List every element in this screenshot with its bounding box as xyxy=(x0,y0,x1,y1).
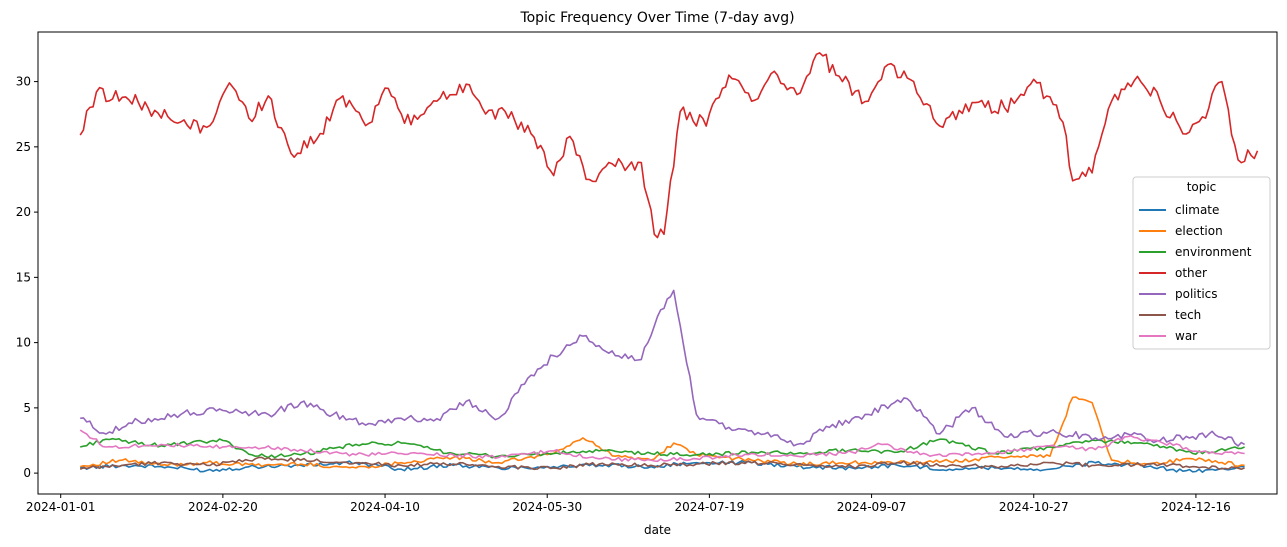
legend-box xyxy=(1132,176,1271,350)
x-tick-label: 2024-05-30 xyxy=(512,500,582,514)
series-line-election xyxy=(80,396,1245,469)
legend-label-war: war xyxy=(1175,329,1197,343)
series-line-politics xyxy=(80,289,1245,447)
x-tick-label: 2024-07-19 xyxy=(675,500,745,514)
legend-label-environment: environment xyxy=(1175,245,1252,259)
y-tick-label: 20 xyxy=(16,205,31,219)
series-line-tech xyxy=(79,456,1245,471)
x-tick-label: 2024-02-20 xyxy=(188,500,258,514)
y-axis: 0 5 10 15 20 25 30 xyxy=(16,75,38,480)
x-tick-label: 2024-01-01 xyxy=(26,500,96,514)
plot-area xyxy=(37,31,1278,495)
y-tick-label: 25 xyxy=(16,140,31,154)
series-line-other xyxy=(79,52,1259,239)
x-tick-label: 2024-12-16 xyxy=(1161,500,1231,514)
x-tick-label: 2024-09-07 xyxy=(837,500,907,514)
series-lines xyxy=(79,52,1259,473)
chart-title: Topic Frequency Over Time (7-day avg) xyxy=(519,10,794,26)
legend: topic climate election environment other pol… xyxy=(1132,176,1271,350)
legend-label-tech: tech xyxy=(1175,308,1201,322)
series-line-climate xyxy=(79,459,1245,473)
legend-label-other: other xyxy=(1175,266,1207,280)
y-tick-label: 30 xyxy=(16,75,31,89)
y-tick-label: 5 xyxy=(23,401,31,415)
legend-items: climate election environment other politics t… xyxy=(1139,203,1252,343)
x-tick-label: 2024-04-10 xyxy=(350,500,420,514)
y-tick-label: 0 xyxy=(23,466,31,480)
series-line-war xyxy=(79,429,1245,463)
x-tick-label: 2024-10-27 xyxy=(999,500,1069,514)
series-line-environment xyxy=(80,437,1245,459)
legend-label-election: election xyxy=(1175,224,1223,238)
legend-label-politics: politics xyxy=(1175,287,1218,301)
y-tick-label: 10 xyxy=(16,336,31,350)
x-axis: 2024-01-01 2024-02-20 2024-04-10 2024-05-30… xyxy=(26,494,1231,514)
legend-label-climate: climate xyxy=(1175,203,1219,217)
legend-title: topic xyxy=(1187,180,1217,194)
x-axis-label: date xyxy=(644,523,671,537)
y-tick-label: 15 xyxy=(16,270,31,284)
